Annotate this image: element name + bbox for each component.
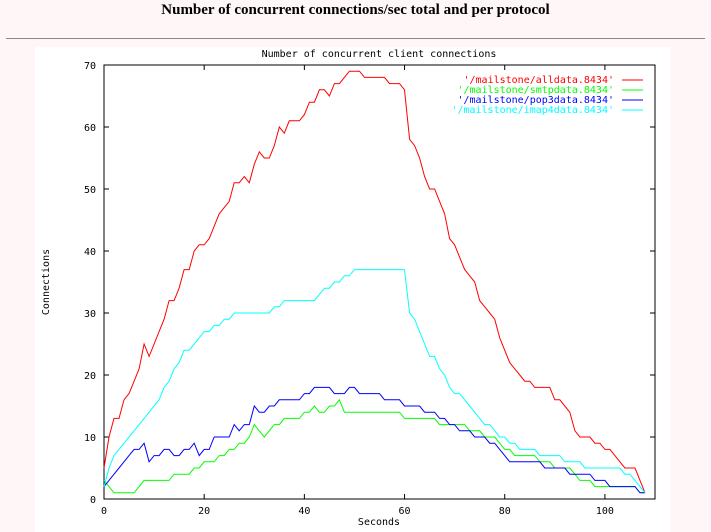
x-tick-label: 80	[499, 506, 511, 517]
x-axis-label: Seconds	[358, 517, 400, 528]
x-tick-label: 100	[596, 506, 614, 517]
x-tick-label: 20	[198, 506, 210, 517]
legend-label: '/mailstone/pop3data.8434'	[457, 95, 614, 106]
page-title: Number of concurrent connections/sec tot…	[161, 2, 550, 18]
y-tick-label: 10	[84, 433, 96, 444]
series-line-mailstone-pop3data-8434	[103, 386, 645, 494]
legend-label: '/mailstone/smtpdata.8434'	[457, 85, 614, 96]
y-tick-label: 0	[90, 495, 96, 506]
x-tick-label: 0	[101, 506, 107, 517]
y-tick-label: 30	[84, 309, 96, 320]
y-tick-label: 20	[84, 371, 96, 382]
series-line-mailstone-alldata-8434	[103, 70, 646, 493]
y-tick-label: 40	[84, 247, 96, 258]
x-tick-label: 40	[298, 506, 310, 517]
legend-label: '/mailstone/imap4data.8434'	[451, 105, 614, 116]
chart-background	[35, 47, 670, 532]
chart-title: Number of concurrent client connections	[262, 49, 497, 60]
y-tick-label: 60	[84, 123, 96, 134]
y-tick-label: 50	[84, 185, 96, 196]
plot-frame	[103, 64, 656, 500]
y-tick-label: 70	[84, 61, 96, 72]
x-tick-label: 60	[399, 506, 411, 517]
series-line-mailstone-imap4data-8434	[103, 269, 646, 494]
y-axis-label: Connections	[41, 249, 52, 315]
legend-label: '/mailstone/alldata.8434'	[463, 75, 614, 86]
title-divider	[6, 38, 705, 39]
